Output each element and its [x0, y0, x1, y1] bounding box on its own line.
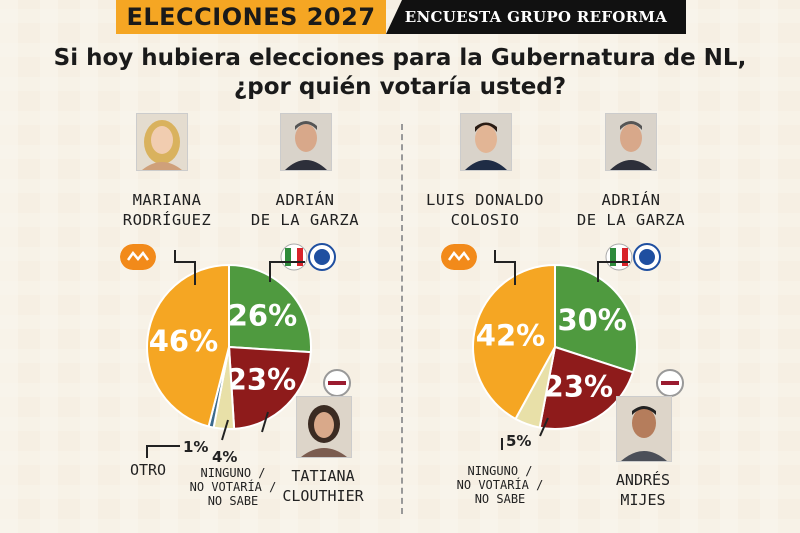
- question-line-2: ¿por quién votaría usted?: [233, 74, 567, 100]
- label-line: MIJES: [620, 491, 666, 509]
- label-tatiana-clouthier: TATIANA CLOUTHIER: [268, 466, 378, 506]
- label-line: NO SABE: [207, 494, 259, 508]
- name-luis-donaldo-colosio: LUIS DONALDO COLOSIO: [400, 190, 570, 230]
- name-line: DE LA GARZA: [250, 211, 360, 229]
- header-title: ELECCIONES 2027: [116, 0, 386, 34]
- label-line: TATIANA: [291, 467, 355, 485]
- label-line: NO VOTARÍA /: [456, 478, 544, 492]
- pie-slice: [146, 263, 230, 428]
- label-ninguno-left: NINGUNO / NO VOTARÍA / NO SABE: [178, 466, 288, 508]
- label-line: NINGUNO /: [200, 466, 266, 480]
- name-line: MARIANA: [132, 191, 202, 209]
- pie-slice: [472, 263, 556, 421]
- photo-andres-mijes: [616, 396, 672, 462]
- pie-slice-label: 26%: [228, 299, 297, 333]
- name-line: COLOSIO: [450, 211, 520, 229]
- pie-chart-left: 26% 23% 46%: [146, 263, 312, 430]
- pie-slice-label: 23%: [544, 370, 613, 404]
- question-line-1: Si hoy hubiera elecciones para la Gubern…: [53, 45, 747, 71]
- pct-otro: 1%: [183, 438, 209, 456]
- mc-party-logo-right: [441, 244, 477, 270]
- name-mariana-rodriguez: MARIANA RODRÍGUEZ: [82, 190, 252, 230]
- pie-chart-right: 30% 23% 42%: [472, 263, 638, 430]
- pie-slice: [538, 345, 635, 430]
- morena-logo-left: [323, 369, 351, 397]
- pie-slice-label: 46%: [149, 324, 218, 358]
- label-line: CLOUTHIER: [282, 487, 364, 505]
- survey-question: Si hoy hubiera elecciones para la Gubern…: [0, 44, 800, 102]
- photo-mariana-rodriguez: [136, 113, 188, 171]
- pct-ninguno-left: 4%: [212, 448, 238, 466]
- pie-slice-label: 30%: [557, 303, 626, 337]
- pie-slice-label: 23%: [227, 362, 296, 396]
- leader-line: [494, 250, 516, 285]
- leader-line: [269, 261, 305, 282]
- pie-slice: [554, 263, 638, 374]
- leader-line: [221, 419, 229, 441]
- pie-slice: [228, 263, 312, 354]
- photo-adrian-de-la-garza-left: [280, 113, 332, 171]
- pie-slice: [227, 345, 312, 430]
- name-line: ADRIÁN: [275, 191, 335, 209]
- label-line: NINGUNO /: [467, 464, 533, 478]
- label-line: ANDRÉS: [615, 471, 671, 489]
- name-line: LUIS DONALDO: [426, 191, 544, 209]
- leader-line: [261, 411, 269, 433]
- name-adrian-right: ADRIÁN DE LA GARZA: [546, 190, 716, 230]
- name-adrian-left: ADRIÁN DE LA GARZA: [220, 190, 390, 230]
- pie-slice-label: 42%: [476, 319, 545, 353]
- leader-line: [174, 250, 196, 285]
- photo-luis-donaldo-colosio: [460, 113, 512, 171]
- name-line: ADRIÁN: [601, 191, 661, 209]
- label-otro: OTRO: [129, 461, 167, 479]
- name-line: RODRÍGUEZ: [122, 211, 212, 229]
- leader-line: [597, 261, 630, 282]
- leader-line: [146, 445, 180, 458]
- label-andres-mijes: ANDRÉS MIJES: [588, 470, 698, 510]
- mc-party-logo-left: [120, 244, 156, 270]
- label-line: NO SABE: [474, 492, 526, 506]
- leader-line: [539, 417, 549, 437]
- pri-pan-logo-right: [605, 243, 661, 271]
- name-line: DE LA GARZA: [576, 211, 686, 229]
- label-line: NO VOTARÍA /: [189, 480, 277, 494]
- panel-divider: [401, 124, 403, 514]
- photo-adrian-de-la-garza-right: [605, 113, 657, 171]
- pct-ninguno-right: 5%: [506, 432, 532, 450]
- photo-tatiana-clouthier: [296, 396, 352, 458]
- header-subtitle: ENCUESTA GRUPO REFORMA: [386, 0, 686, 34]
- pri-pan-logo-left: [280, 243, 336, 271]
- label-ninguno-right: NINGUNO / NO VOTARÍA / NO SABE: [445, 464, 555, 506]
